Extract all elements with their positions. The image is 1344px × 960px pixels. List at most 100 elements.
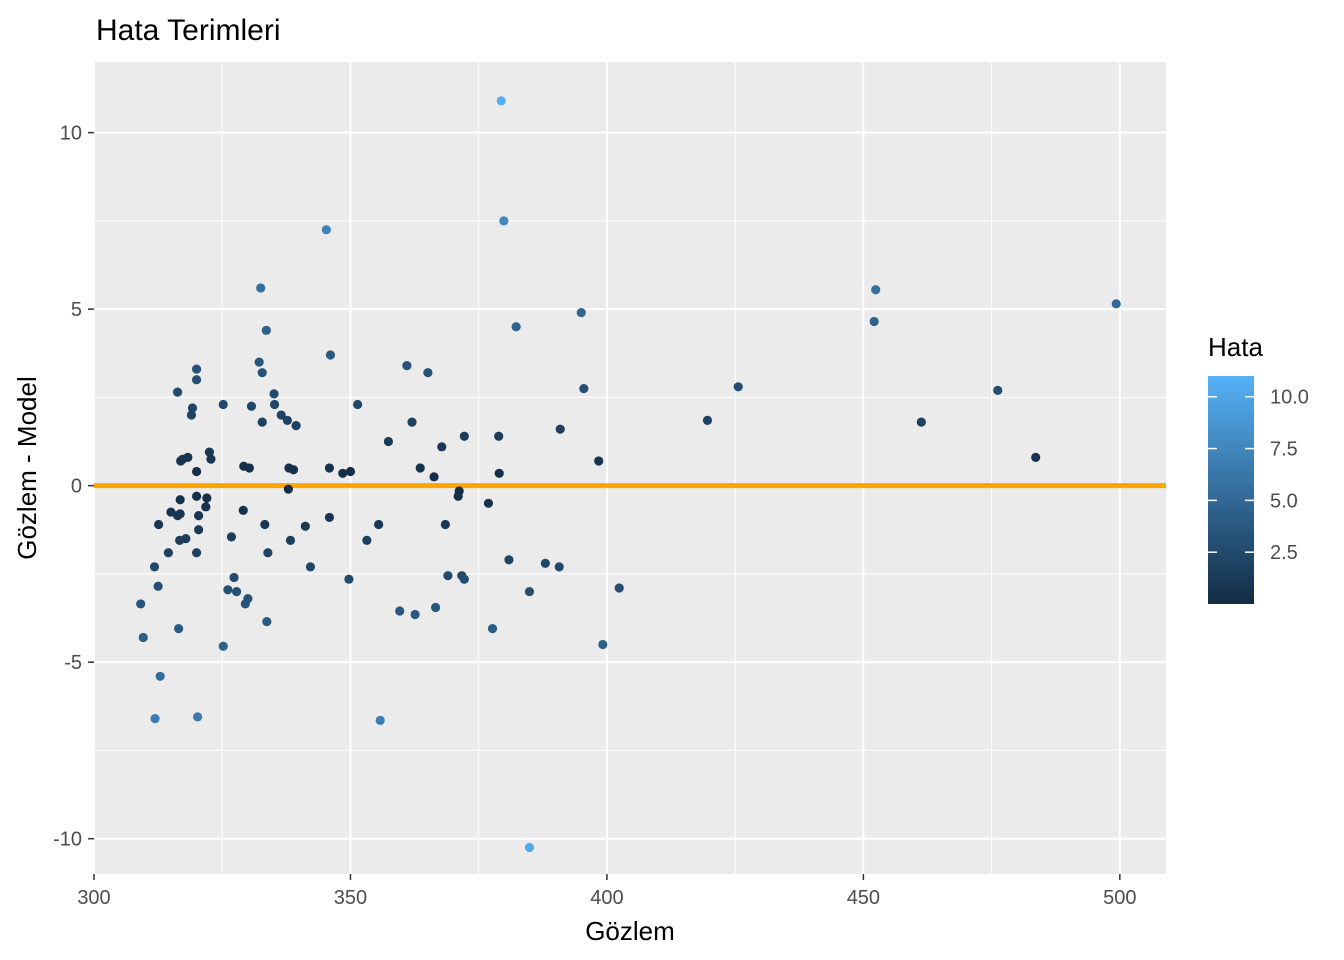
data-point: [138, 632, 148, 643]
data-point: [288, 465, 299, 475]
data-point: [193, 712, 203, 722]
data-point: [174, 624, 184, 634]
data-point: [262, 616, 272, 627]
data-point: [598, 639, 608, 650]
data-point: [499, 216, 509, 226]
data-point: [429, 472, 439, 482]
data-point: [540, 558, 550, 568]
data-point: [733, 382, 743, 392]
data-point: [226, 532, 237, 542]
data-point: [383, 436, 394, 447]
data-point: [154, 519, 164, 530]
data-points: [136, 96, 1121, 853]
data-point: [173, 387, 183, 397]
data-point: [496, 96, 506, 106]
data-point: [443, 571, 453, 581]
data-point: [869, 316, 879, 327]
data-point: [614, 583, 624, 593]
data-point: [201, 502, 211, 512]
data-point: [291, 421, 301, 431]
data-point: [244, 463, 255, 473]
data-point: [240, 599, 250, 609]
data-point: [186, 410, 197, 420]
data-point: [871, 285, 881, 295]
data-point: [410, 609, 420, 620]
legend-colorbar: [1208, 376, 1254, 604]
x-tick-label: 350: [334, 887, 367, 909]
x-axis: 300 350 400 450 500: [77, 874, 1137, 909]
data-point: [702, 415, 713, 425]
data-point: [325, 350, 336, 360]
data-point: [223, 585, 233, 595]
data-point: [254, 357, 264, 367]
chart-title: Hata Terimleri: [96, 14, 281, 47]
data-point: [576, 308, 586, 318]
legend-break-label: 2.5: [1270, 542, 1298, 564]
data-point: [175, 495, 185, 505]
data-point: [324, 463, 335, 473]
data-point: [187, 403, 198, 413]
y-tick-label: 10: [60, 123, 82, 145]
y-tick-label: -5: [64, 652, 82, 674]
data-point: [136, 599, 146, 609]
data-point: [276, 410, 286, 420]
x-tick-label: 400: [590, 887, 623, 909]
data-point: [554, 562, 564, 572]
y-tick-label: -10: [53, 829, 82, 851]
data-point: [916, 417, 926, 427]
data-point: [191, 491, 202, 501]
data-point: [153, 581, 163, 591]
data-point: [238, 505, 248, 515]
data-point: [375, 715, 385, 726]
data-point: [246, 401, 257, 411]
data-point: [257, 368, 267, 378]
data-point: [338, 468, 348, 478]
data-point: [300, 521, 310, 531]
data-point: [324, 512, 335, 523]
data-point: [191, 466, 202, 477]
y-tick-label: 0: [71, 476, 82, 498]
data-point: [344, 574, 354, 584]
legend-title: Hata: [1208, 332, 1263, 362]
legend: Hata 2.5 5.0 7.5 10.0: [1208, 332, 1309, 604]
x-tick-label: 300: [77, 887, 110, 909]
data-point: [431, 602, 441, 613]
x-tick-label: 500: [1103, 887, 1136, 909]
data-point: [218, 399, 228, 410]
data-point: [555, 424, 565, 434]
data-point: [407, 417, 417, 427]
data-point: [206, 454, 216, 464]
data-point: [229, 572, 239, 583]
data-point: [524, 842, 535, 853]
data-point: [305, 562, 316, 572]
data-point: [257, 417, 267, 427]
data-point: [415, 463, 425, 473]
data-point: [285, 535, 296, 545]
data-point: [202, 493, 212, 503]
data-point: [494, 468, 504, 478]
data-point: [402, 361, 412, 371]
data-point: [440, 519, 450, 530]
data-point: [353, 399, 363, 410]
data-point: [345, 466, 356, 477]
data-point: [453, 491, 463, 501]
data-point: [1031, 452, 1041, 463]
data-point: [494, 431, 504, 441]
legend-break-label: 7.5: [1270, 439, 1298, 461]
data-point: [594, 456, 604, 466]
y-axis: -10 -5 0 5 10: [53, 123, 94, 851]
data-point: [283, 484, 293, 494]
data-point: [321, 225, 331, 235]
data-point: [487, 624, 498, 634]
data-point: [150, 714, 160, 724]
data-point: [176, 456, 186, 466]
x-axis-title: Gözlem: [585, 916, 675, 946]
data-point: [181, 534, 191, 544]
data-point: [163, 548, 173, 558]
x-tick-label: 450: [847, 887, 880, 909]
data-point: [269, 389, 279, 399]
data-point: [282, 415, 292, 425]
data-point: [483, 498, 494, 508]
data-point: [263, 548, 273, 558]
